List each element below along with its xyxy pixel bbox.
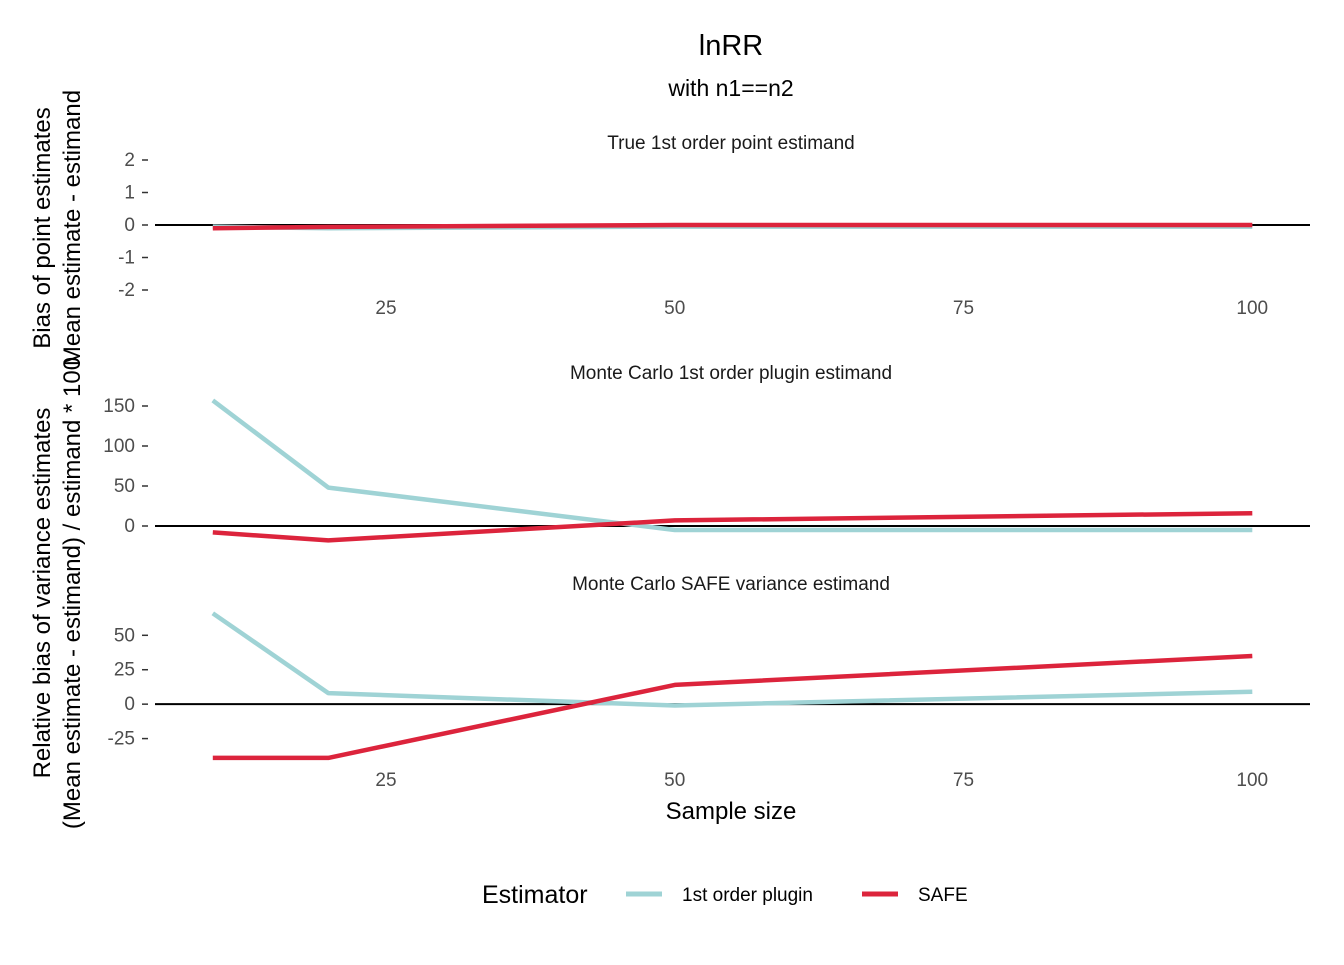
- y-tick-label: 150: [103, 396, 135, 417]
- facet-strip-title: True 1st order point estimand: [607, 133, 854, 154]
- y-tick-label: 1: [124, 183, 135, 204]
- series-line-plugin: [211, 611, 1253, 708]
- chart-subtitle: with n1==n2: [667, 75, 793, 101]
- y-tick-label: 0: [124, 215, 135, 236]
- y-tick-label: 0: [124, 516, 135, 537]
- legend: Estimator 1st order plugin SAFE: [482, 881, 968, 909]
- legend-label-plugin: 1st order plugin: [682, 885, 813, 906]
- y-axis-label-top-line1: Bias of point estimates: [29, 107, 56, 348]
- legend-title: Estimator: [482, 881, 588, 909]
- series-line-safe: [212, 510, 1253, 543]
- y-tick-label: 100: [103, 436, 135, 457]
- facet-panel-2: Monte Carlo 1st order plugin estimand 0 50…: [103, 363, 1310, 543]
- x-tick-label: 75: [953, 770, 974, 791]
- y-tick-label: -2: [118, 280, 135, 301]
- y-tick-label: 0: [124, 694, 135, 715]
- y-tick-label: 50: [114, 625, 135, 646]
- facet-panel-1: True 1st order point estimand -2 -1 0 1 2 25 50…: [118, 133, 1310, 319]
- x-tick-label: 100: [1236, 770, 1268, 791]
- series-line-safe: [212, 222, 1253, 231]
- y-axis-label-bottom-line2: (Mean estimate - estimand) / estimand * …: [59, 357, 86, 829]
- legend-label-safe: SAFE: [918, 885, 968, 906]
- facet-panel-3: Monte Carlo SAFE variance estimand -25 0 25…: [108, 574, 1310, 791]
- x-tick-label: 75: [953, 298, 974, 319]
- series-line-safe: [212, 653, 1253, 761]
- facet-panels: True 1st order point estimand -2 -1 0 1 2 25 50…: [103, 133, 1310, 791]
- y-axis-label-bottom-line1: Relative bias of variance estimates: [29, 408, 56, 779]
- x-tick-label: 50: [664, 770, 685, 791]
- series-line-plugin: [211, 398, 1253, 533]
- y-tick-label: 2: [124, 150, 135, 171]
- y-axis-label-top-line2: Mean estimate - estimand: [59, 90, 86, 366]
- facet-strip-title: Monte Carlo 1st order plugin estimand: [570, 363, 892, 384]
- y-tick-label: 50: [114, 476, 135, 497]
- x-axis-label: Sample size: [666, 798, 797, 825]
- chart-title: lnRR: [699, 30, 763, 62]
- x-tick-label: 25: [375, 770, 396, 791]
- y-tick-label: 25: [114, 660, 135, 681]
- x-tick-label: 100: [1236, 298, 1268, 319]
- y-tick-label: -1: [118, 248, 135, 269]
- x-tick-label: 25: [375, 298, 396, 319]
- x-tick-label: 50: [664, 298, 685, 319]
- facet-strip-title: Monte Carlo SAFE variance estimand: [572, 574, 890, 595]
- y-tick-label: -25: [108, 729, 135, 750]
